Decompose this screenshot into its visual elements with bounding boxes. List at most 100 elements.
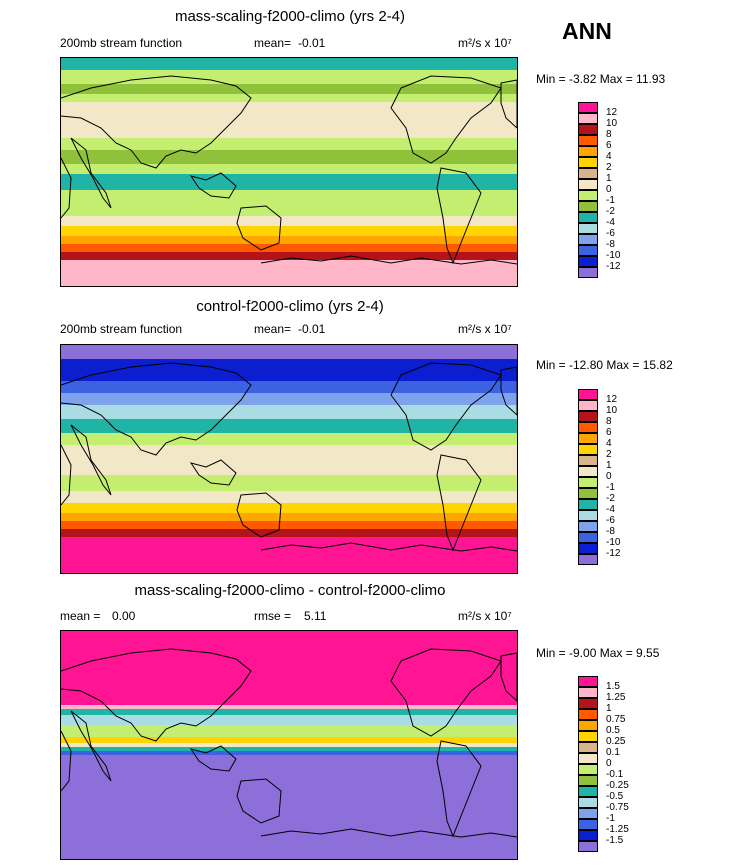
colorbar-swatch	[578, 808, 598, 819]
colorbar-swatch	[578, 400, 598, 411]
coastline	[390, 362, 502, 451]
panel-2-units: m²/s x 10⁷	[458, 322, 512, 336]
contour-band	[61, 70, 517, 85]
colorbar-swatch	[578, 146, 598, 157]
colorbar-swatch	[578, 786, 598, 797]
colorbar-tick-label: -1.5	[606, 835, 624, 846]
panel-1-mean-value: -0.01	[298, 36, 326, 50]
colorbar-tick-label: 0	[606, 184, 612, 195]
colorbar-tick-label: -1	[606, 813, 615, 824]
coastline	[500, 652, 517, 702]
colorbar-tick-label: 2	[606, 449, 612, 460]
colorbar-tick-label: 6	[606, 427, 612, 438]
colorbar-swatch	[578, 223, 598, 234]
colorbar-swatch	[578, 499, 598, 510]
colorbar-swatch	[578, 444, 598, 455]
colorbar-tick-label: 4	[606, 438, 612, 449]
contour-band	[61, 164, 517, 175]
season-label: ANN	[562, 18, 612, 44]
panel-3-rmse-value: 5.11	[304, 609, 327, 623]
colorbar-tick-label: -8	[606, 239, 615, 250]
panel-2-map	[60, 344, 518, 574]
coastline	[236, 205, 282, 251]
contour-band	[61, 529, 517, 538]
coastline	[70, 137, 112, 209]
colorbar-swatch	[578, 190, 598, 201]
colorbar-tick-label: 2	[606, 162, 612, 173]
colorbar-swatch	[578, 830, 598, 841]
coastline	[236, 492, 282, 538]
colorbar-tick-label: 0	[606, 471, 612, 482]
coastline	[61, 444, 72, 506]
colorbar-tick-label: 6	[606, 140, 612, 151]
panel-2-variable-label: 200mb stream function	[60, 322, 183, 336]
coastline	[70, 424, 112, 496]
colorbar-tick-label: 1.25	[606, 692, 626, 703]
coastline	[61, 648, 252, 742]
colorbar-tick-label: -10	[606, 250, 621, 261]
contour-band	[61, 174, 517, 191]
coastline	[236, 778, 282, 824]
colorbar-tick-label: -0.75	[606, 802, 629, 813]
contour-band	[61, 236, 517, 245]
colorbar-tick-label: 12	[606, 394, 618, 405]
panel-1-min-max: Min = -3.82 Max = 11.93	[536, 72, 666, 86]
colorbar-tick-label: 8	[606, 129, 612, 140]
colorbar-swatch	[578, 521, 598, 532]
panel-2-min-max: Min = -12.80 Max = 15.82	[536, 358, 673, 372]
panel-1-units: m²/s x 10⁷	[458, 36, 512, 50]
contour-band	[61, 743, 517, 748]
contour-band	[61, 216, 517, 227]
colorbar-swatch	[578, 389, 598, 400]
colorbar-swatch	[578, 422, 598, 433]
colorbar-swatch	[578, 124, 598, 135]
colorbar-tick-label: -2	[606, 206, 615, 217]
colorbar-tick-label: -0.25	[606, 780, 629, 791]
colorbar-tick-label: -1	[606, 195, 615, 206]
coastline	[500, 366, 517, 416]
colorbar-tick-label: 1	[606, 173, 612, 184]
colorbar-tick-label: 1	[606, 460, 612, 471]
colorbar-swatch	[578, 543, 598, 554]
contour-band	[61, 419, 517, 434]
coastline	[61, 75, 252, 169]
colorbar-swatch	[578, 212, 598, 223]
colorbar-swatch	[578, 731, 598, 742]
colorbar-swatch	[578, 698, 598, 709]
colorbar-tick-label: -1	[606, 482, 615, 493]
contour-band	[61, 709, 517, 716]
colorbar-swatch	[578, 554, 598, 565]
colorbar-swatch	[578, 201, 598, 212]
contour-band	[61, 433, 517, 446]
coastline	[189, 745, 237, 772]
colorbar-swatch	[578, 676, 598, 687]
colorbar-tick-label: -4	[606, 504, 615, 515]
colorbar-tick-label: -10	[606, 537, 621, 548]
colorbar-swatch	[578, 742, 598, 753]
contour-band	[61, 725, 517, 738]
coastline	[260, 828, 517, 838]
contour-band	[61, 102, 517, 139]
colorbar-tick-label: -0.5	[606, 791, 624, 802]
contour-band	[61, 705, 517, 710]
contour-band	[61, 359, 517, 382]
colorbar-tick-label: 0.5	[606, 725, 620, 736]
colorbar-swatch	[578, 157, 598, 168]
contour-band	[61, 755, 517, 859]
contour-band	[61, 226, 517, 237]
contour-band	[61, 252, 517, 261]
panel-3-mean-value: 0.00	[112, 609, 136, 623]
colorbar-swatch	[578, 245, 598, 256]
colorbar-swatch	[578, 135, 598, 146]
colorbar-tick-label: -12	[606, 261, 621, 272]
contour-band	[61, 190, 517, 217]
colorbar-tick-label: 1	[606, 703, 612, 714]
panel-1-map	[60, 57, 518, 287]
panel-3-min-max: Min = -9.00 Max = 9.55	[536, 646, 660, 660]
contour-band	[61, 751, 517, 756]
colorbar-swatch	[578, 179, 598, 190]
colorbar-swatch	[578, 488, 598, 499]
contour-band	[61, 537, 517, 573]
contour-band	[61, 94, 517, 103]
colorbar-swatch	[578, 709, 598, 720]
